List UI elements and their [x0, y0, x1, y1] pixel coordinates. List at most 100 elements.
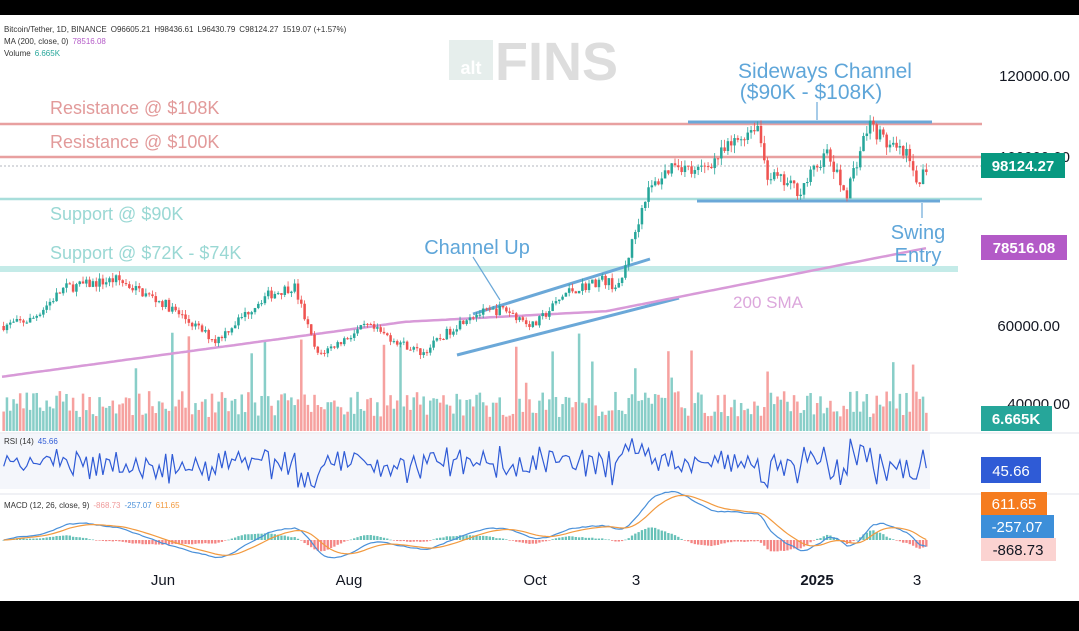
volume-bar [822, 413, 826, 431]
volume-bar [710, 415, 713, 431]
volume-value: 6.665K [992, 411, 1041, 428]
volume-bar [121, 403, 124, 431]
candle-body [630, 239, 634, 258]
candle-body [303, 303, 306, 320]
candle-body [329, 346, 333, 349]
macd-hist-bar [181, 540, 184, 544]
time-tick-aug: Aug [336, 572, 363, 589]
macd-hist-bar [644, 528, 647, 540]
candle-body [415, 347, 419, 349]
volume-bar [359, 408, 363, 431]
macd-hist-bar [561, 537, 564, 540]
candle-body [706, 166, 710, 168]
macd-hist-bar [716, 540, 720, 545]
volume-bar [839, 416, 842, 431]
candle-body [131, 287, 134, 291]
volume-bar [204, 399, 207, 431]
candle-body [399, 342, 402, 345]
macd-hist-bar [607, 539, 611, 541]
macd-hist-bar [313, 540, 316, 550]
candle-body [614, 287, 617, 290]
candle-body [296, 283, 300, 300]
candle-body [627, 257, 630, 266]
candle-body [829, 149, 832, 162]
candle-body [528, 324, 531, 327]
candle-body [336, 342, 339, 348]
volume-bar [55, 395, 58, 431]
macd-hist-bar [611, 540, 614, 541]
candle-body [915, 170, 918, 183]
volume-bar [48, 406, 52, 431]
candle-body [58, 292, 62, 294]
candle-body [607, 278, 611, 286]
candle-body [455, 329, 458, 332]
macd-hist-bar [558, 537, 561, 540]
candle-body [144, 293, 148, 297]
volume-bar [617, 410, 621, 431]
macd-hist-bar [224, 540, 227, 541]
volume-bar [273, 415, 277, 431]
volume-bar [177, 399, 181, 431]
candle-body [356, 329, 359, 334]
candle-body [498, 306, 501, 316]
macd-hist-bar [435, 538, 439, 540]
macd-hist-bar [339, 540, 343, 544]
volume-bar [230, 400, 234, 431]
volume-bar [772, 404, 776, 431]
candle-body [925, 169, 928, 173]
candle-body [309, 324, 313, 335]
candle-body [372, 324, 376, 329]
altfins-watermark: alt FINS [449, 32, 618, 92]
candle-body [429, 347, 432, 353]
candle-body [38, 314, 42, 316]
macd-hist-bar [448, 536, 452, 540]
volume-bar [422, 396, 425, 431]
candle-body [806, 182, 809, 184]
volume-bar [283, 393, 287, 431]
candle-body [597, 279, 601, 288]
macd-hist-bar [310, 540, 313, 548]
candle-body [538, 316, 541, 326]
volume-bar [465, 399, 468, 431]
candle-body [809, 169, 812, 183]
volume-bar [435, 398, 439, 431]
candle-body [319, 352, 323, 354]
macd-hist-bar [372, 535, 376, 540]
candle-body [194, 323, 197, 327]
candle-body [257, 303, 260, 309]
volume-bar [266, 396, 270, 431]
macd-legend: MACD (12, 26, close, 9) -868.73 -257.07 611… [4, 501, 180, 510]
volume-bar [15, 403, 19, 431]
macd-hist-bar [243, 534, 247, 540]
candle-body [65, 283, 68, 288]
candle-body [832, 161, 836, 172]
volume-bar [280, 394, 283, 431]
candle-body [772, 172, 776, 180]
volume-bar [753, 401, 756, 431]
macd-hist-bar [151, 540, 154, 545]
macd-hist-bar [726, 540, 730, 543]
volume-bar [852, 411, 855, 431]
candle-body [91, 281, 95, 287]
macd-hist-bar [634, 533, 637, 540]
candle-body [164, 299, 167, 308]
candle-body [462, 320, 465, 325]
volume-bar [485, 405, 488, 431]
candle-body [594, 279, 597, 288]
macd-hist-bar [465, 535, 468, 540]
candle-body [266, 290, 270, 297]
candle-body [749, 130, 753, 133]
candle-body [485, 308, 488, 310]
volume-bar [561, 404, 564, 431]
volume-bar [600, 411, 604, 431]
candle-body [247, 311, 250, 315]
volume-bar [131, 415, 134, 431]
macd-hist-bar [696, 540, 700, 545]
macd-hist-bar [48, 536, 52, 540]
candle-body [293, 283, 296, 292]
candle-body [326, 348, 330, 354]
volume-bar [329, 402, 333, 431]
macd-hist-bar [657, 529, 660, 540]
macd-hist-bar [141, 540, 144, 545]
volume-bar [577, 333, 581, 431]
